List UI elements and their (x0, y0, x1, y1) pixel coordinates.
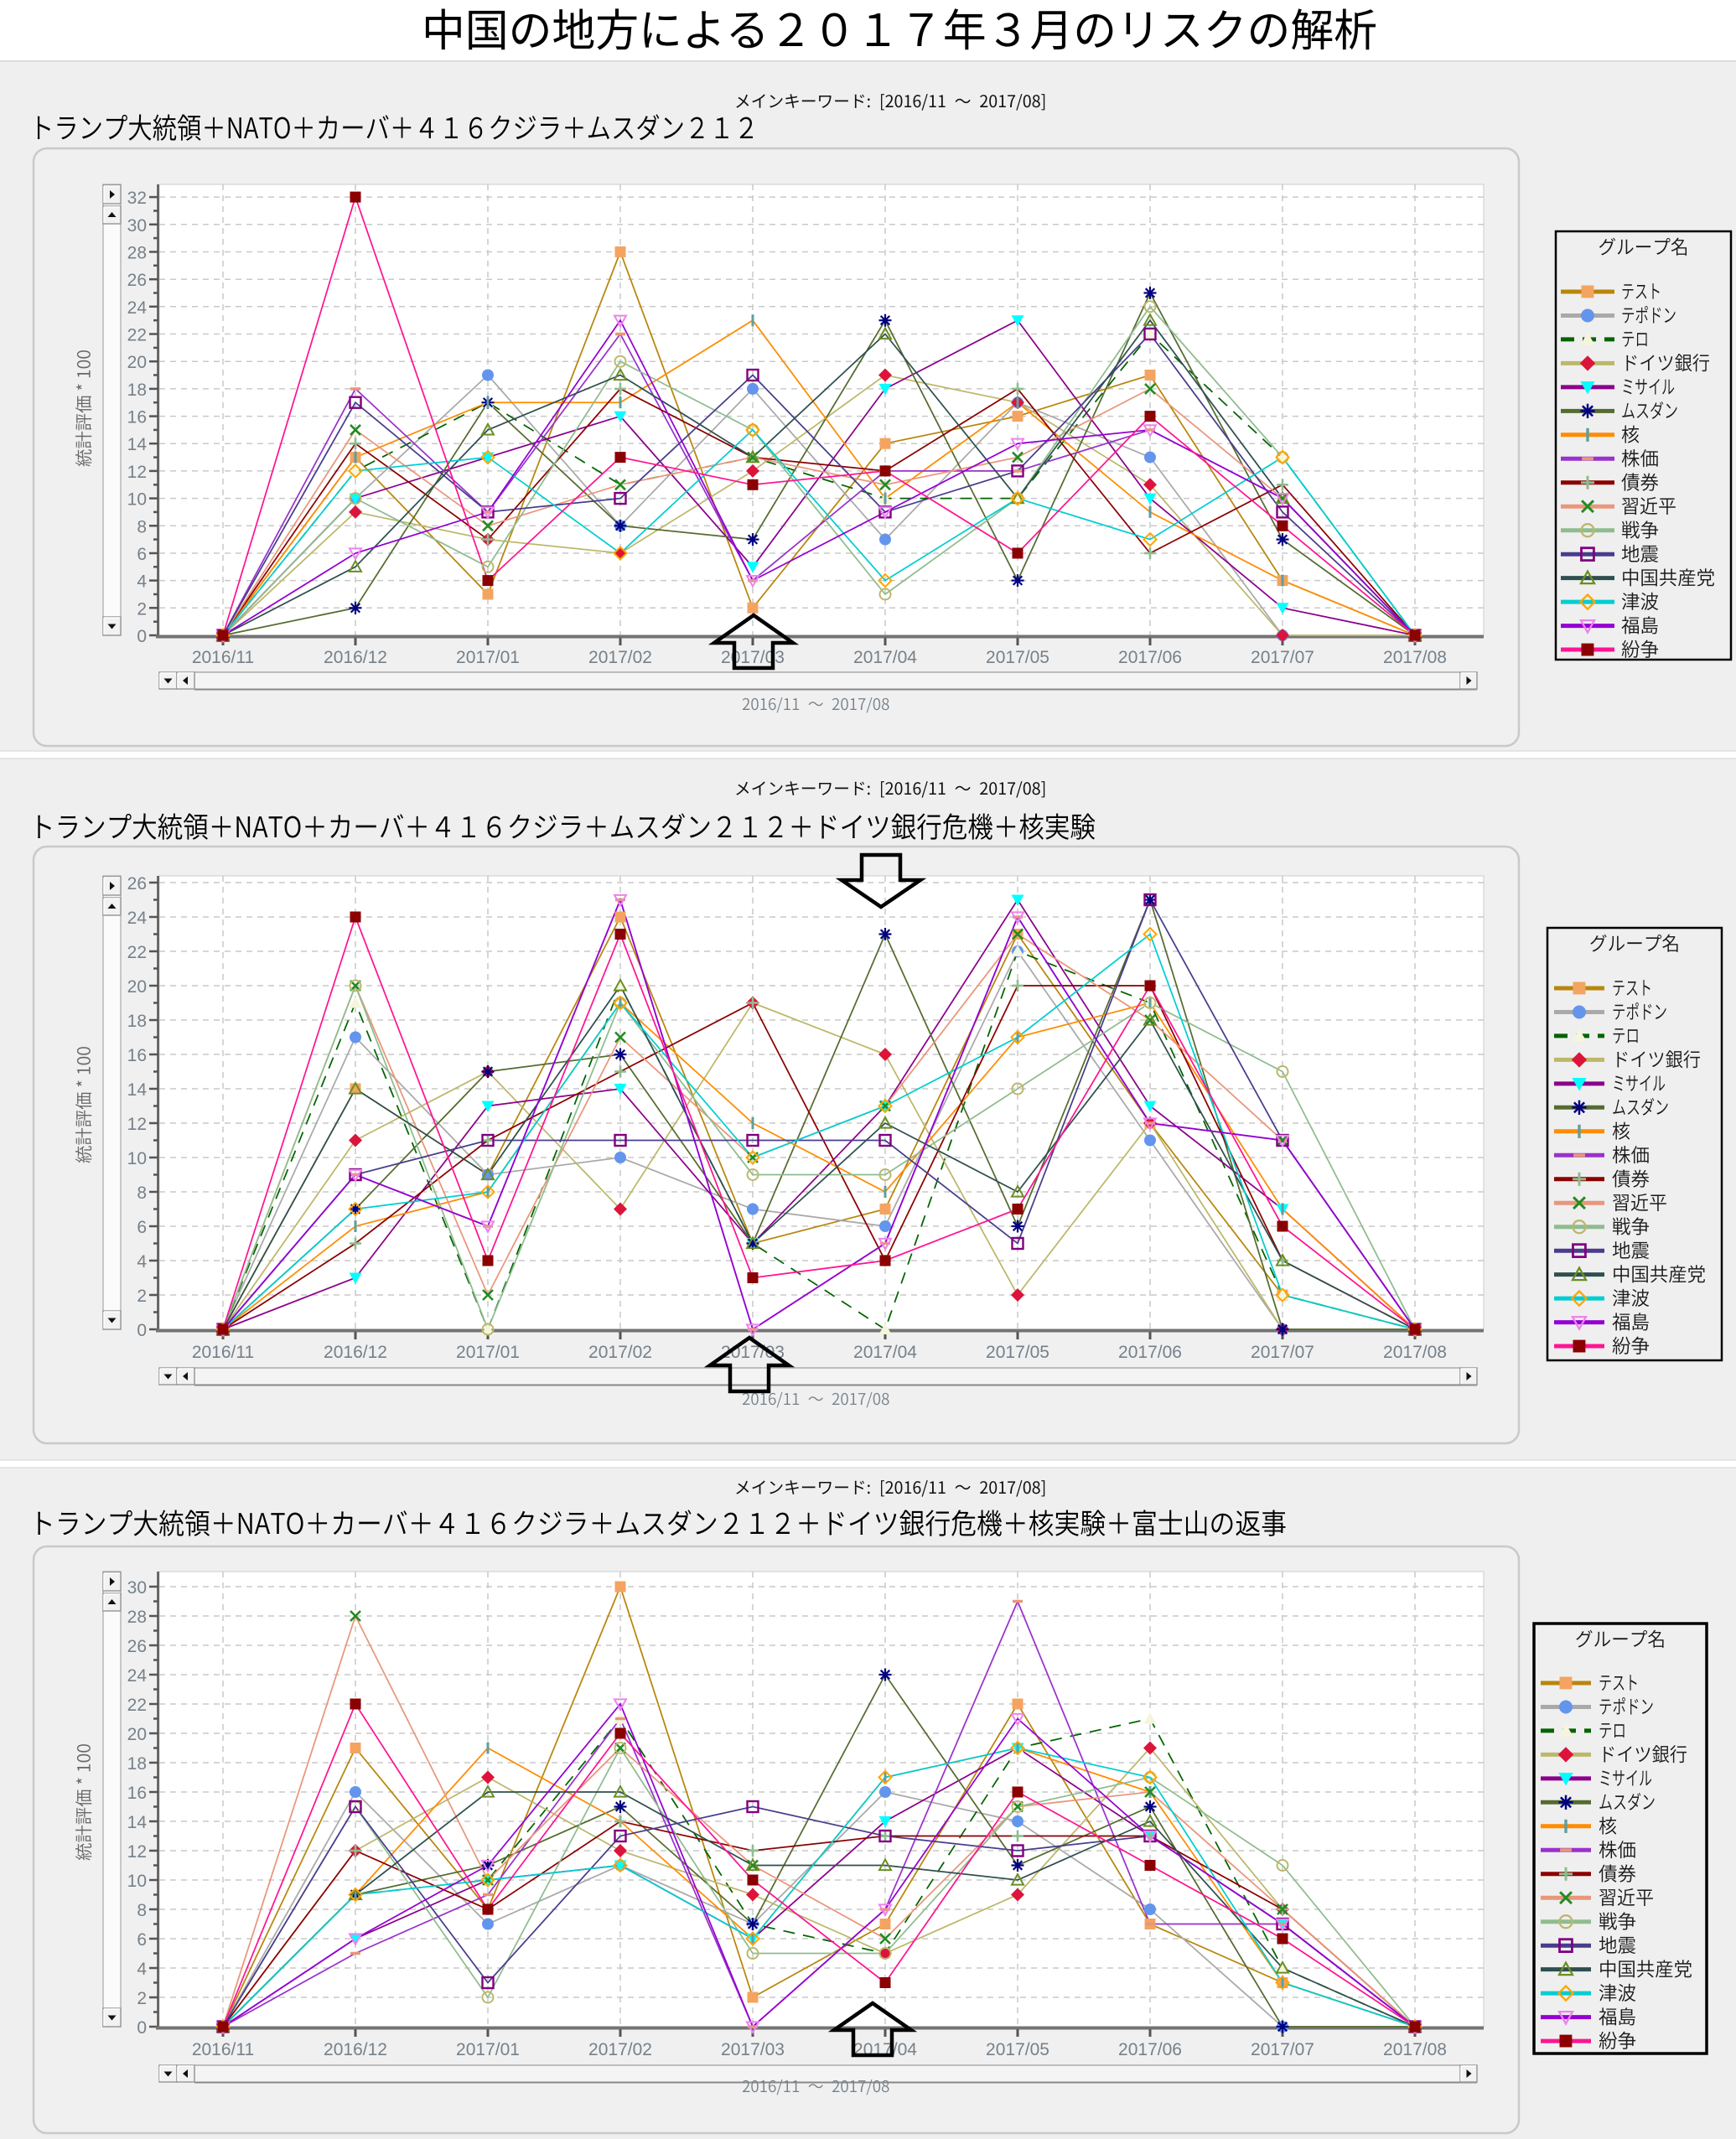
svg-text:10: 10 (127, 490, 147, 510)
svg-text:6: 6 (137, 545, 147, 564)
svg-text:10: 10 (127, 1872, 147, 1891)
svg-text:14: 14 (127, 1080, 148, 1100)
svg-text:24: 24 (127, 909, 148, 928)
svg-text:2017/03: 2017/03 (721, 648, 785, 667)
svg-text:20: 20 (127, 977, 147, 997)
svg-text:2016/12: 2016/12 (324, 648, 387, 667)
svg-text:26: 26 (127, 271, 147, 290)
svg-text:2017/06: 2017/06 (1118, 2040, 1182, 2059)
svg-text:2017/02: 2017/02 (588, 648, 652, 667)
svg-text:8: 8 (137, 1183, 147, 1203)
svg-text:28: 28 (127, 244, 147, 263)
svg-text:16: 16 (127, 1784, 147, 1803)
svg-text:2017/05: 2017/05 (986, 648, 1049, 667)
svg-text:6: 6 (137, 1930, 147, 1950)
svg-text:2017/04: 2017/04 (853, 1343, 917, 1362)
svg-text:26: 26 (127, 1637, 147, 1656)
svg-text:2017/05: 2017/05 (986, 2040, 1049, 2059)
svg-text:0: 0 (137, 2018, 147, 2038)
svg-text:24: 24 (127, 298, 148, 318)
svg-text:18: 18 (127, 1754, 147, 1774)
svg-text:12: 12 (127, 463, 147, 482)
svg-text:0: 0 (137, 1321, 147, 1340)
svg-text:2: 2 (137, 599, 147, 619)
svg-text:4: 4 (137, 572, 147, 592)
svg-text:26: 26 (127, 874, 147, 893)
svg-text:32: 32 (127, 189, 147, 208)
svg-text:20: 20 (127, 1725, 147, 1744)
svg-text:2017/08: 2017/08 (1383, 2040, 1447, 2059)
svg-text:14: 14 (127, 435, 148, 454)
svg-text:2017/02: 2017/02 (588, 1343, 652, 1362)
svg-text:10: 10 (127, 1149, 147, 1168)
svg-text:4: 4 (137, 1960, 147, 1979)
svg-text:16: 16 (127, 1046, 147, 1065)
svg-text:2017/02: 2017/02 (588, 2040, 652, 2059)
svg-text:2017/07: 2017/07 (1251, 2040, 1314, 2059)
svg-text:2017/07: 2017/07 (1251, 648, 1314, 667)
svg-text:2016/11: 2016/11 (192, 648, 254, 667)
svg-text:28: 28 (127, 1608, 147, 1627)
svg-text:0: 0 (137, 627, 147, 646)
svg-text:2017/06: 2017/06 (1118, 648, 1182, 667)
svg-text:22: 22 (127, 1696, 147, 1715)
svg-text:12: 12 (127, 1842, 147, 1862)
svg-text:2016/11: 2016/11 (192, 1343, 254, 1362)
svg-text:6: 6 (137, 1218, 147, 1237)
svg-text:18: 18 (127, 1012, 147, 1031)
svg-text:2: 2 (137, 1287, 147, 1306)
svg-text:12: 12 (127, 1115, 147, 1134)
svg-text:2017/01: 2017/01 (456, 648, 520, 667)
svg-text:2: 2 (137, 1989, 147, 2008)
svg-text:30: 30 (127, 1578, 147, 1598)
svg-text:2017/03: 2017/03 (721, 2040, 785, 2059)
svg-text:2017/05: 2017/05 (986, 1343, 1049, 1362)
svg-text:2017/06: 2017/06 (1118, 1343, 1182, 1362)
svg-text:2017/01: 2017/01 (456, 1343, 520, 1362)
svg-text:2016/12: 2016/12 (324, 2040, 387, 2059)
svg-text:16: 16 (127, 408, 147, 427)
svg-text:2017/08: 2017/08 (1383, 648, 1447, 667)
svg-text:8: 8 (137, 517, 147, 536)
svg-text:22: 22 (127, 326, 147, 345)
svg-text:22: 22 (127, 943, 147, 962)
svg-text:20: 20 (127, 353, 147, 372)
svg-text:2017/08: 2017/08 (1383, 1343, 1447, 1362)
svg-text:4: 4 (137, 1252, 147, 1271)
svg-text:8: 8 (137, 1901, 147, 1920)
svg-text:2016/11: 2016/11 (192, 2040, 254, 2059)
svg-text:18: 18 (127, 381, 147, 400)
svg-text:24: 24 (127, 1666, 148, 1686)
svg-text:2017/07: 2017/07 (1251, 1343, 1314, 1362)
svg-text:2017/01: 2017/01 (456, 2040, 520, 2059)
svg-text:30: 30 (127, 216, 147, 236)
svg-text:14: 14 (127, 1813, 148, 1832)
svg-text:2017/04: 2017/04 (853, 648, 917, 667)
svg-text:2016/12: 2016/12 (324, 1343, 387, 1362)
